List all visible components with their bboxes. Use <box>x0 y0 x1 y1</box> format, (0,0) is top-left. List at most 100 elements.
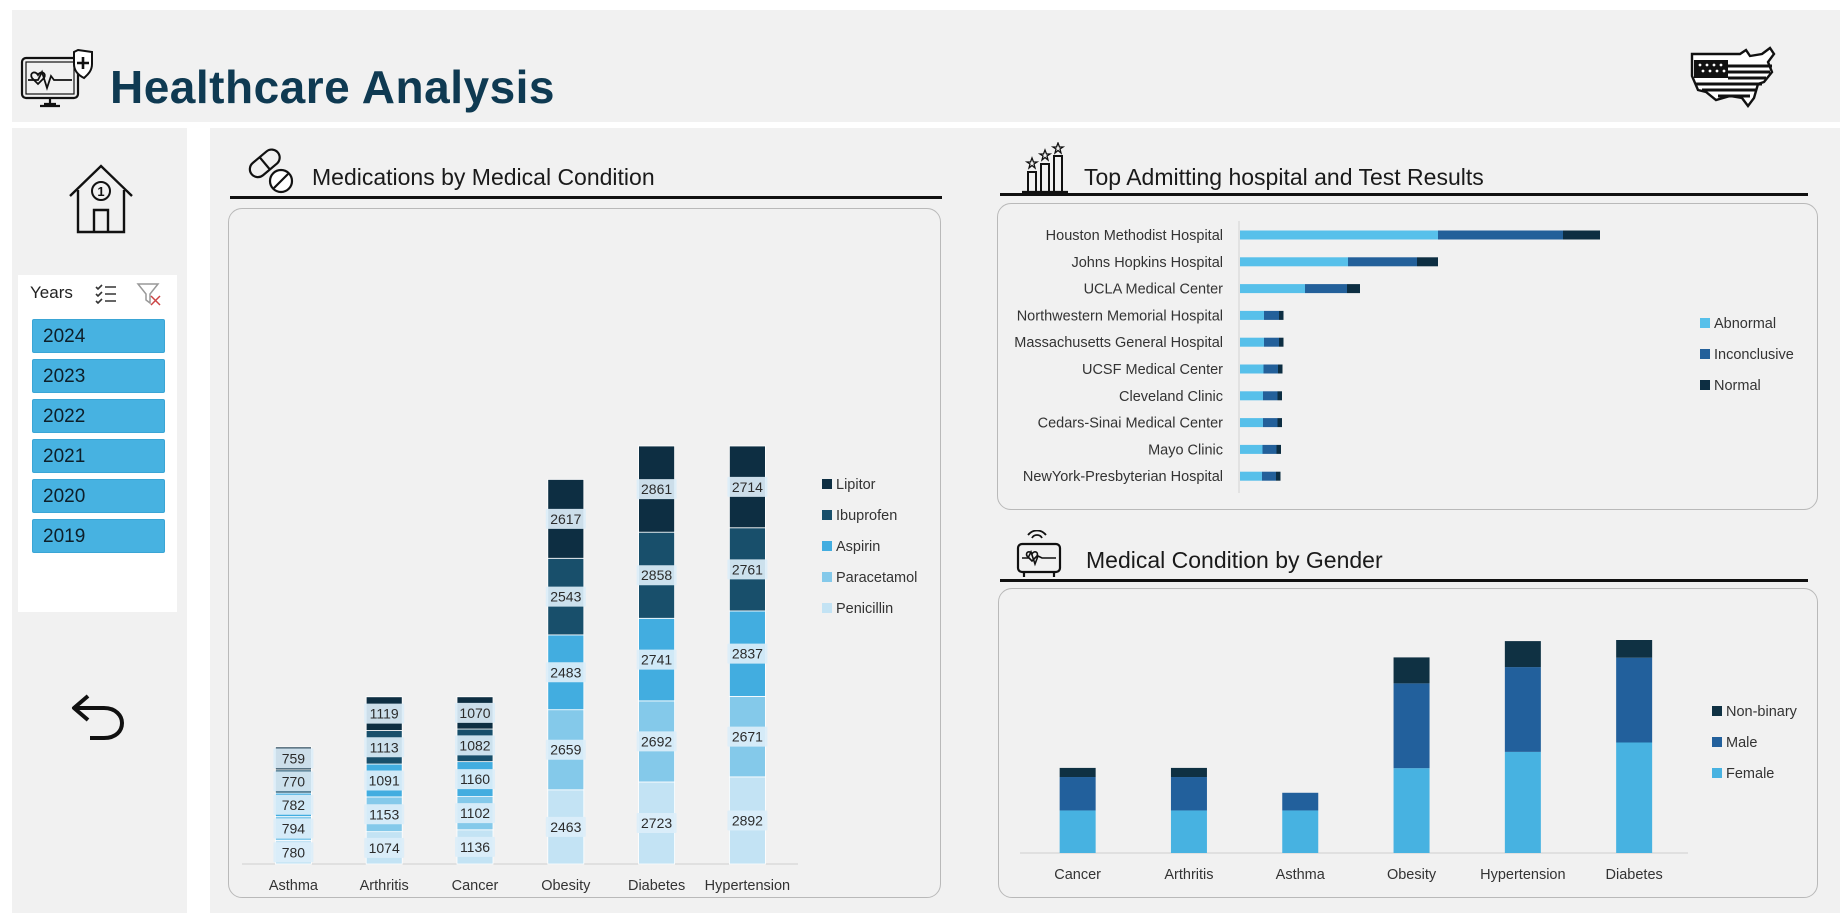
slicer-item-2022[interactable]: 2022 <box>32 399 165 433</box>
data-label-bg <box>636 649 677 670</box>
data-label-arthritis-paracetamol: 1153 <box>369 806 399 822</box>
bar-ucsf-medical-center-normal <box>1278 364 1283 374</box>
data-label-diabetes-penicillin: 2723 <box>641 815 672 831</box>
bar-massachusetts-general-hospital-inconclusive <box>1264 337 1279 347</box>
x-tick-label: Hypertension <box>705 878 790 894</box>
slicer-item-2024[interactable]: 2024 <box>32 319 165 353</box>
bar-cedars-sinai-medical-center-normal <box>1277 418 1282 428</box>
data-label-asthma-lipitor: 759 <box>282 750 306 766</box>
slicer-item-2019[interactable]: 2019 <box>32 519 165 553</box>
slicer-item-2023[interactable]: 2023 <box>32 359 165 393</box>
bar-newyork-presbyterian-hospital-abnormal <box>1240 471 1262 481</box>
legend-swatch-paracetamol <box>822 572 832 582</box>
legend-swatch-lipitor <box>822 479 832 489</box>
back-arrow-icon[interactable] <box>70 690 126 742</box>
data-label-arthritis-aspirin: 1091 <box>369 772 400 788</box>
y-tick-label: Houston Methodist Hospital <box>1046 228 1223 244</box>
y-tick-label: UCSF Medical Center <box>1082 362 1223 378</box>
y-tick-label: Cedars-Sinai Medical Center <box>1038 416 1224 432</box>
data-label-bg <box>727 559 768 580</box>
bar-asthma-female <box>1282 810 1319 853</box>
slicer-item-2021[interactable]: 2021 <box>32 439 165 473</box>
hospitals-panel <box>997 203 1818 510</box>
data-label-bg <box>727 476 768 497</box>
bar-ucla-medical-center-abnormal <box>1240 284 1305 294</box>
bar-houston-methodist-hospital-normal <box>1563 230 1600 240</box>
svg-text:1: 1 <box>97 184 104 199</box>
slicer-item-2020[interactable]: 2020 <box>32 479 165 513</box>
data-label-obesity-lipitor: 2617 <box>550 511 581 527</box>
bar-diabetes-female <box>1616 742 1653 853</box>
clear-filter-icon[interactable] <box>136 282 162 306</box>
bar-diabetes-male <box>1616 657 1653 743</box>
bar-cedars-sinai-medical-center-abnormal <box>1240 418 1263 428</box>
bar-arthritis-non-binary <box>1170 767 1207 778</box>
bar-massachusetts-general-hospital-abnormal <box>1240 337 1264 347</box>
x-tick-label: Asthma <box>269 878 319 894</box>
bar-ucla-medical-center-normal <box>1347 284 1360 294</box>
data-label-arthritis-lipitor: 1119 <box>370 706 399 722</box>
gender-title: Medical Condition by Gender <box>1086 547 1383 573</box>
header-bar <box>12 10 1840 122</box>
data-label-hypertension-aspirin: 2837 <box>732 646 763 662</box>
data-label-bg <box>273 794 314 815</box>
medications-panel <box>228 208 941 898</box>
data-label-bg <box>455 735 495 756</box>
legend-label-aspirin: Aspirin <box>836 539 880 555</box>
data-label-bg <box>545 586 586 607</box>
health-monitor-icon <box>18 48 98 112</box>
slicer-title: Years <box>30 283 73 302</box>
data-label-asthma-ibuprofen: 770 <box>282 773 306 789</box>
data-label-bg <box>273 818 314 839</box>
bar-hypertension-male <box>1504 667 1541 752</box>
x-tick-label: Diabetes <box>628 878 685 894</box>
home-icon[interactable]: 1 <box>66 162 136 236</box>
bar-mayo-clinic-inconclusive <box>1262 444 1277 454</box>
usa-flag-map-icon <box>1688 46 1780 110</box>
x-tick-label: Cancer <box>1054 867 1101 883</box>
data-label-obesity-penicillin: 2463 <box>550 819 581 835</box>
data-label-bg <box>636 565 677 586</box>
bar-houston-methodist-hospital-inconclusive <box>1438 230 1563 240</box>
bar-newyork-presbyterian-hospital-inconclusive <box>1262 471 1276 481</box>
y-tick-label: Cleveland Clinic <box>1119 389 1223 405</box>
data-label-bg <box>364 770 405 791</box>
bar-newyork-presbyterian-hospital-normal <box>1276 471 1281 481</box>
y-tick-label: Massachusetts General Hospital <box>1014 335 1223 351</box>
data-label-asthma-aspirin: 782 <box>282 797 306 813</box>
legend-label-ibuprofen: Ibuprofen <box>836 508 897 524</box>
bar-ucsf-medical-center-inconclusive <box>1263 364 1278 374</box>
data-label-arthritis-ibuprofen: 1113 <box>370 739 399 755</box>
data-label-bg <box>545 508 586 529</box>
legend-swatch-female <box>1712 768 1722 778</box>
x-tick-label: Cancer <box>452 878 499 894</box>
data-label-arthritis-penicillin: 1074 <box>369 840 400 856</box>
multi-select-icon[interactable] <box>94 283 118 305</box>
y-tick-label: Mayo Clinic <box>1148 442 1223 458</box>
bar-cancer-non-binary <box>1059 767 1096 778</box>
data-label-obesity-ibuprofen: 2543 <box>550 589 581 605</box>
y-tick-label: UCLA Medical Center <box>1084 282 1224 298</box>
data-label-bg <box>273 748 314 769</box>
x-tick-label: Arthritis <box>360 878 409 894</box>
legend-swatch-ibuprofen <box>822 510 832 520</box>
data-label-bg <box>364 837 405 858</box>
data-label-hypertension-lipitor: 2714 <box>732 479 763 495</box>
bar-johns-hopkins-hospital-inconclusive <box>1348 257 1417 267</box>
data-label-bg <box>727 726 768 747</box>
bar-cleveland-clinic-abnormal <box>1240 391 1263 401</box>
legend-label-male: Male <box>1726 735 1757 751</box>
data-label-bg <box>727 810 768 831</box>
bar-cancer-male <box>1059 777 1096 811</box>
data-label-bg <box>364 804 405 825</box>
legend-label-inconclusive: Inconclusive <box>1714 347 1794 363</box>
gender-chart: Cancer Arthritis Asthma Obesity Hypertension… <box>1020 640 1798 883</box>
legend-label-female: Female <box>1726 766 1774 782</box>
data-label-cancer-aspirin: 1160 <box>460 771 490 787</box>
data-label-bg <box>545 816 586 837</box>
bar-cancer-female <box>1059 810 1096 853</box>
hospitals-title: Top Admitting hospital and Test Results <box>1084 164 1484 190</box>
bar-hypertension-non-binary <box>1504 641 1541 668</box>
data-label-bg <box>364 737 405 758</box>
bar-cleveland-clinic-normal <box>1277 391 1282 401</box>
